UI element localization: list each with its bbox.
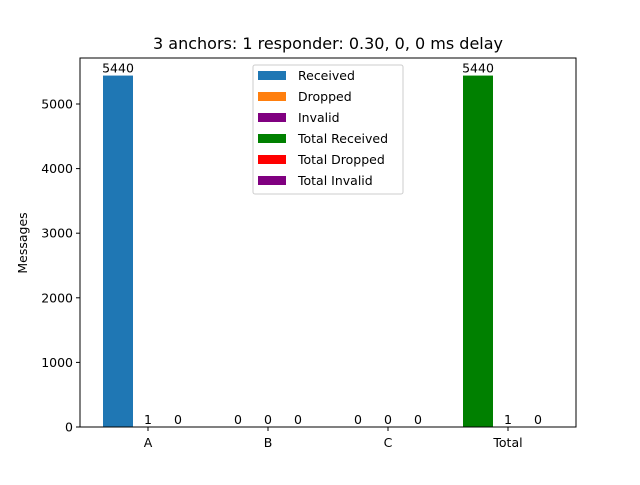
legend-label: Dropped [298, 89, 352, 104]
y-tick-label: 5000 [41, 96, 73, 111]
data-label-dropped-c: 0 [384, 412, 392, 427]
bar-total-received-total [463, 76, 493, 427]
legend-label: Total Invalid [297, 173, 373, 188]
legend-swatch [258, 71, 286, 80]
x-tick-label: C [384, 435, 393, 450]
data-label-dropped-b: 0 [264, 412, 272, 427]
legend-swatch [258, 92, 286, 101]
bar-received-a [103, 76, 133, 427]
legend-label: Total Dropped [297, 152, 385, 167]
data-label-invalid-c: 0 [414, 412, 422, 427]
legend: Received Dropped Invalid Total Received Tota… [253, 65, 403, 194]
y-tick-label: 1000 [41, 355, 73, 370]
legend-label: Received [298, 68, 355, 83]
y-axis-label: Messages [15, 212, 30, 273]
legend-label: Total Received [297, 131, 388, 146]
data-label-dropped-a: 1 [144, 412, 152, 427]
x-tick-label: A [144, 435, 153, 450]
y-tick-label: 4000 [41, 161, 73, 176]
data-label-invalid-b: 0 [294, 412, 302, 427]
y-tick-label: 2000 [41, 290, 73, 305]
x-tick-label: Total [492, 435, 522, 450]
x-tick-label: B [264, 435, 273, 450]
legend-label: Invalid [298, 110, 340, 125]
legend-swatch [258, 176, 286, 185]
legend-swatch [258, 155, 286, 164]
data-label-invalid-a: 0 [174, 412, 182, 427]
data-label-received-a: 5440 [102, 61, 134, 76]
chart-title: 3 anchors: 1 responder: 0.30, 0, 0 ms de… [153, 34, 503, 53]
legend-swatch [258, 134, 286, 143]
data-label-received-c: 0 [354, 412, 362, 427]
data-label-total-dropped-total: 1 [504, 412, 512, 427]
data-label-total-received-total: 5440 [462, 61, 494, 76]
y-tick-label: 0 [65, 420, 73, 435]
data-label-total-invalid-total: 0 [534, 412, 542, 427]
data-label-received-b: 0 [234, 412, 242, 427]
y-tick-label: 3000 [41, 226, 73, 241]
legend-swatch [258, 113, 286, 122]
